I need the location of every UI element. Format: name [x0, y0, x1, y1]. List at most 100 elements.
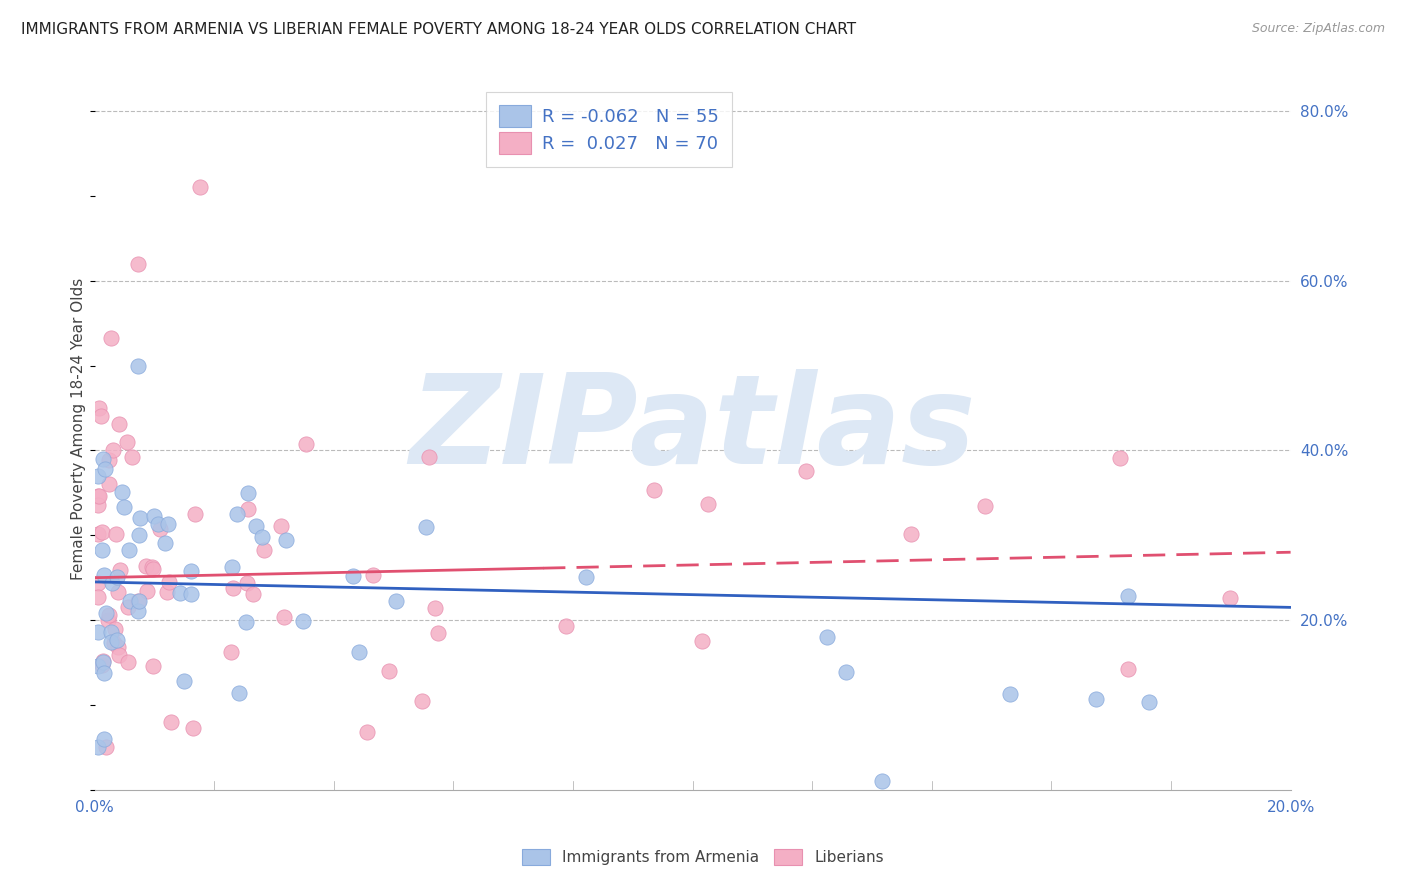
Point: [356, 725, 378, 739]
Text: IMMIGRANTS FROM ARMENIA VS LIBERIAN FEMALE POVERTY AMONG 18-24 YEAR OLDS CORRELA: IMMIGRANTS FROM ARMENIA VS LIBERIAN FEMA…: [21, 22, 856, 37]
Point: [291, 614, 314, 628]
Point: [93, 731, 115, 746]
Point: [1116, 589, 1139, 603]
Point: [98, 453, 121, 467]
Point: [117, 599, 139, 614]
Point: [98, 607, 121, 622]
Point: [157, 516, 180, 531]
Point: [1219, 591, 1241, 606]
Point: [128, 528, 150, 542]
Point: [415, 520, 437, 534]
Point: [159, 575, 181, 590]
Point: [222, 581, 245, 595]
Point: [86, 489, 108, 503]
Point: [221, 560, 243, 574]
Point: [226, 508, 249, 522]
Point: [117, 435, 139, 450]
Point: [97, 476, 120, 491]
Point: [117, 656, 139, 670]
Point: [104, 622, 127, 636]
Point: [426, 626, 449, 640]
Point: [86, 740, 108, 755]
Point: [135, 559, 157, 574]
Legend: Immigrants from Armenia, Liberians: Immigrants from Armenia, Liberians: [516, 843, 890, 871]
Point: [121, 450, 143, 465]
Point: [127, 594, 149, 608]
Point: [1084, 691, 1107, 706]
Point: [90, 543, 112, 558]
Point: [86, 498, 108, 512]
Point: [219, 645, 242, 659]
Point: [105, 526, 128, 541]
Text: Source: ZipAtlas.com: Source: ZipAtlas.com: [1251, 22, 1385, 36]
Point: [385, 594, 408, 608]
Point: [120, 594, 142, 608]
Point: [575, 570, 598, 584]
Point: [87, 401, 110, 415]
Point: [236, 486, 259, 500]
Point: [159, 714, 181, 729]
Point: [1109, 450, 1132, 465]
Point: [242, 587, 264, 601]
Point: [252, 530, 274, 544]
Point: [100, 331, 122, 345]
Point: [127, 257, 149, 271]
Point: [425, 600, 447, 615]
Point: [236, 575, 259, 590]
Point: [127, 604, 149, 618]
Text: ZIPatlas: ZIPatlas: [409, 368, 976, 490]
Y-axis label: Female Poverty Among 18-24 Year Olds: Female Poverty Among 18-24 Year Olds: [72, 278, 86, 581]
Point: [274, 533, 297, 547]
Point: [101, 576, 124, 591]
Point: [142, 508, 165, 523]
Legend: R = -0.062   N = 55, R =  0.027   N = 70: R = -0.062 N = 55, R = 0.027 N = 70: [486, 92, 731, 167]
Point: [236, 502, 259, 516]
Point: [815, 631, 838, 645]
Point: [96, 740, 118, 755]
Point: [974, 499, 997, 513]
Point: [361, 567, 384, 582]
Point: [270, 518, 292, 533]
Point: [97, 613, 120, 627]
Point: [86, 468, 108, 483]
Point: [696, 497, 718, 511]
Point: [142, 562, 165, 576]
Point: [91, 655, 114, 669]
Point: [105, 570, 128, 584]
Point: [156, 585, 179, 599]
Point: [93, 665, 115, 680]
Point: [245, 518, 267, 533]
Point: [86, 591, 108, 605]
Point: [89, 489, 111, 503]
Point: [998, 687, 1021, 701]
Point: [347, 645, 370, 659]
Point: [94, 462, 117, 476]
Point: [411, 694, 433, 708]
Point: [107, 640, 129, 654]
Point: [180, 564, 202, 578]
Point: [149, 522, 172, 536]
Point: [128, 594, 150, 608]
Point: [101, 442, 124, 457]
Point: [91, 654, 114, 668]
Point: [377, 665, 399, 679]
Point: [141, 559, 163, 574]
Point: [91, 451, 114, 466]
Point: [108, 648, 131, 662]
Point: [105, 633, 128, 648]
Point: [94, 606, 117, 620]
Point: [108, 563, 131, 577]
Point: [112, 500, 135, 514]
Point: [835, 665, 858, 680]
Point: [86, 625, 108, 640]
Point: [872, 774, 894, 789]
Point: [273, 610, 295, 624]
Point: [153, 536, 176, 550]
Point: [87, 659, 110, 673]
Point: [127, 359, 149, 373]
Point: [690, 634, 713, 648]
Point: [108, 417, 131, 431]
Point: [173, 673, 195, 688]
Point: [295, 437, 318, 451]
Point: [93, 567, 115, 582]
